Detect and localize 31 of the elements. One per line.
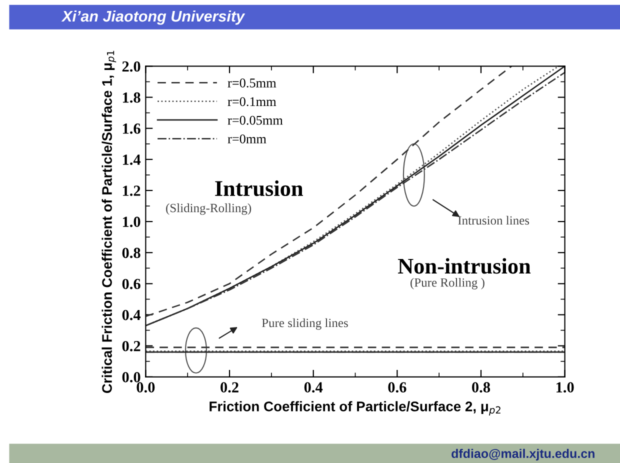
annotation: (Sliding-Rolling) bbox=[166, 203, 252, 215]
x-axis-title: Friction Coefficient of Particle/Surface 2, μ$_{p2}$ bbox=[210, 401, 500, 416]
x-tick-label: 0.0 bbox=[136, 382, 155, 393]
y-tick-label: 1.4 bbox=[122, 154, 141, 165]
legend-label: r=0.1mm bbox=[228, 97, 276, 106]
annotation: Non-intrusion bbox=[398, 258, 531, 274]
annotation: (Pure Rolling ) bbox=[410, 278, 484, 290]
annotation: Intrusion bbox=[215, 180, 303, 196]
y-tick-label: 0.4 bbox=[122, 310, 141, 320]
text: dfdiao@mail.xjtu.edu.cn bbox=[452, 448, 594, 460]
y-axis-title: Critical Friction Coefficient of Particle/Surface 1, μ$_{p1}$ bbox=[102, 50, 116, 393]
y-tick-label: 0.0 bbox=[122, 372, 140, 382]
y-tick-label: 1.8 bbox=[122, 92, 140, 103]
annotation: Intrusion lines bbox=[458, 216, 530, 225]
y-tick-label: 0.8 bbox=[122, 248, 140, 258]
y-tick-label: 2.0 bbox=[122, 61, 140, 72]
legend-label: r=0.5mm bbox=[228, 78, 276, 88]
x-tick-label: 0.2 bbox=[220, 382, 238, 393]
legend-label: r=0mm bbox=[228, 134, 266, 144]
x-tick-label: 0.6 bbox=[388, 382, 406, 393]
y-tick-label: 1.6 bbox=[122, 124, 140, 134]
x-tick-label: 0.4 bbox=[304, 382, 323, 393]
y-tick-label: 0.2 bbox=[122, 340, 140, 352]
annotation: Pure sliding lines bbox=[262, 318, 348, 330]
chart-title: Xi’an Jiaotong University bbox=[61, 10, 246, 25]
x-tick-label: 1.0 bbox=[556, 382, 574, 393]
y-tick-label: 1.0 bbox=[122, 216, 140, 228]
x-tick-label: 0.8 bbox=[472, 382, 490, 393]
y-tick-label: 0.6 bbox=[122, 278, 140, 290]
y-tick-label: 1.2 bbox=[122, 186, 140, 196]
legend-label: r=0.05mm bbox=[228, 116, 283, 125]
